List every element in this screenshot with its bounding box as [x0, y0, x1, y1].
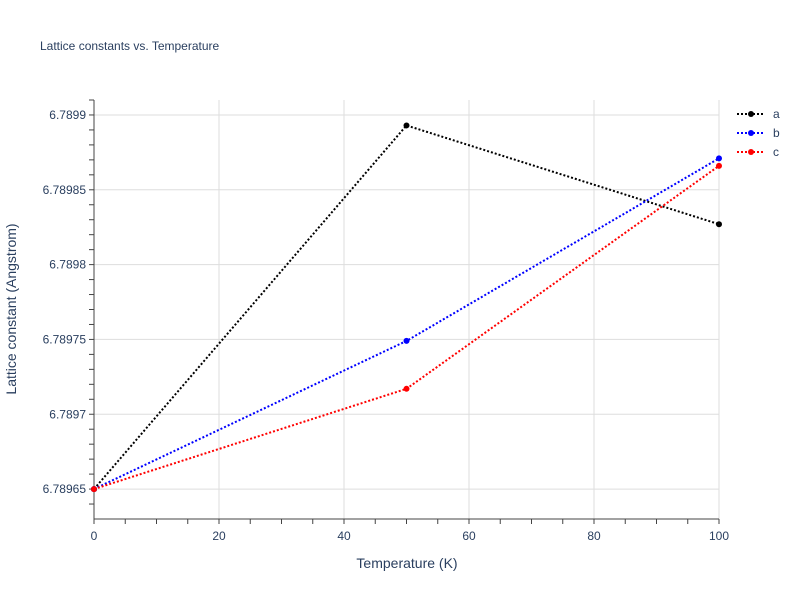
series-line-c: [93, 165, 720, 491]
data-point-b: [403, 337, 410, 344]
data-point-a: [403, 122, 410, 129]
legend-item-c[interactable]: c: [737, 145, 779, 159]
data-point-b: [716, 155, 722, 162]
legend-marker-a: [748, 111, 754, 117]
legend-marker-b: [748, 130, 754, 136]
series-line-b: [93, 157, 720, 490]
x-tick-label: 0: [91, 529, 98, 543]
y-tick-label: 6.7898: [49, 258, 86, 272]
x-tick-label: 60: [462, 529, 476, 543]
legend[interactable]: abc: [737, 107, 780, 159]
y-tick-label: 6.78965: [43, 482, 87, 496]
x-tick-label: 20: [212, 529, 226, 543]
legend-label-c: c: [773, 145, 779, 159]
series-lines: [91, 122, 722, 493]
chart-title: Lattice constants vs. Temperature: [40, 39, 220, 53]
axes: 0 20 40 60 80 100 6.78965 6.7897 6.78975 6.7898 6.…: [43, 99, 729, 543]
series-line-a: [93, 124, 720, 490]
x-axis-title: Temperature (K): [356, 555, 457, 571]
legend-marker-c: [748, 149, 754, 155]
data-point-c: [403, 385, 410, 392]
y-tick-label: 6.7897: [49, 407, 86, 421]
grid-lines: [94, 100, 720, 519]
x-tick-label: 40: [337, 529, 351, 543]
legend-item-b[interactable]: b: [737, 126, 780, 140]
y-tick-label: 6.7899: [49, 108, 86, 122]
legend-item-a[interactable]: a: [737, 107, 780, 121]
data-point-a: [716, 221, 722, 228]
data-point-c: [716, 162, 722, 169]
legend-label-b: b: [773, 126, 780, 140]
y-tick-label: 6.78985: [43, 183, 87, 197]
x-tick-label: 100: [709, 529, 729, 543]
legend-label-a: a: [773, 107, 780, 121]
y-tick-label: 6.78975: [43, 332, 87, 346]
y-axis-title: Lattice constant (Angstrom): [3, 223, 19, 394]
data-point-c: [91, 486, 97, 493]
x-tick-label: 80: [587, 529, 601, 543]
